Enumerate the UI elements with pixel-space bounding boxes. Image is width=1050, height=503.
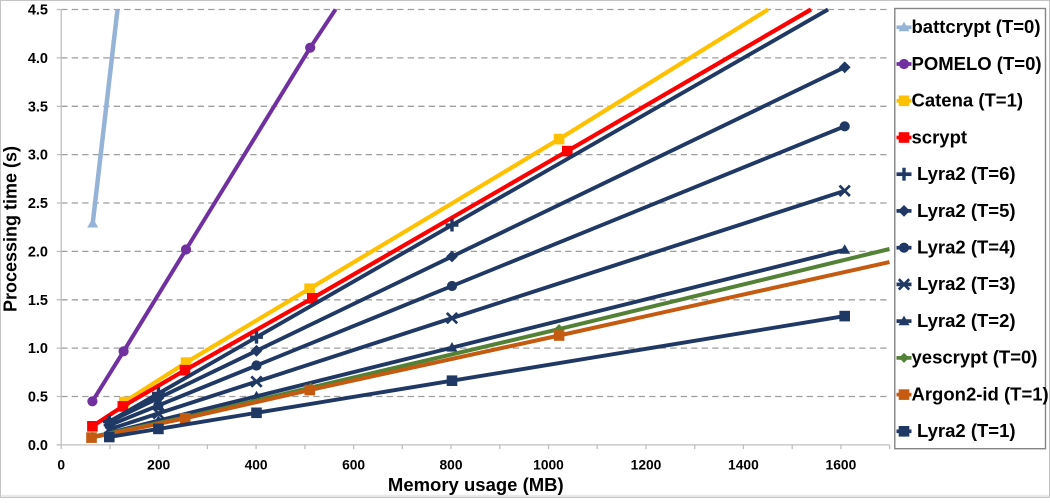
svg-text:Lyra2 (T=4): Lyra2 (T=4): [917, 237, 1016, 258]
svg-text:Lyra2 (T=1): Lyra2 (T=1): [917, 420, 1016, 441]
svg-text:yescrypt (T=0): yescrypt (T=0): [912, 347, 1038, 368]
svg-text:0.0: 0.0: [28, 438, 48, 454]
svg-text:scrypt: scrypt: [912, 126, 968, 147]
svg-text:800: 800: [439, 458, 462, 473]
svg-text:Lyra2 (T=2): Lyra2 (T=2): [917, 310, 1016, 331]
svg-text:1600: 1600: [826, 458, 857, 473]
svg-text:Argon2-id (T=1): Argon2-id (T=1): [912, 383, 1049, 404]
svg-text:Lyra2 (T=3): Lyra2 (T=3): [917, 273, 1016, 294]
svg-text:1.0: 1.0: [28, 341, 48, 357]
svg-text:1.5: 1.5: [28, 293, 48, 309]
svg-text:2.0: 2.0: [28, 244, 48, 260]
svg-text:0: 0: [57, 458, 65, 473]
svg-text:0.5: 0.5: [28, 390, 48, 406]
svg-text:Lyra2 (T=6): Lyra2 (T=6): [917, 163, 1016, 184]
svg-text:400: 400: [245, 458, 268, 473]
svg-text:3.5: 3.5: [28, 99, 48, 115]
svg-text:1200: 1200: [631, 458, 662, 473]
svg-text:200: 200: [147, 458, 170, 473]
svg-text:4.0: 4.0: [28, 51, 48, 67]
svg-text:1400: 1400: [728, 458, 759, 473]
svg-text:4.5: 4.5: [28, 3, 48, 19]
svg-text:Lyra2 (T=5): Lyra2 (T=5): [917, 200, 1016, 221]
svg-text:Catena (T=1): Catena (T=1): [912, 90, 1024, 111]
svg-text:Memory usage (MB): Memory usage (MB): [388, 474, 564, 495]
svg-text:3.0: 3.0: [28, 148, 48, 164]
svg-text:Processing time (s): Processing time (s): [1, 146, 21, 312]
svg-text:POMELO (T=0): POMELO (T=0): [912, 53, 1042, 74]
svg-text:battcrypt (T=0): battcrypt (T=0): [912, 16, 1041, 37]
svg-text:600: 600: [342, 458, 365, 473]
svg-text:1000: 1000: [533, 458, 564, 473]
svg-text:2.5: 2.5: [28, 196, 48, 212]
